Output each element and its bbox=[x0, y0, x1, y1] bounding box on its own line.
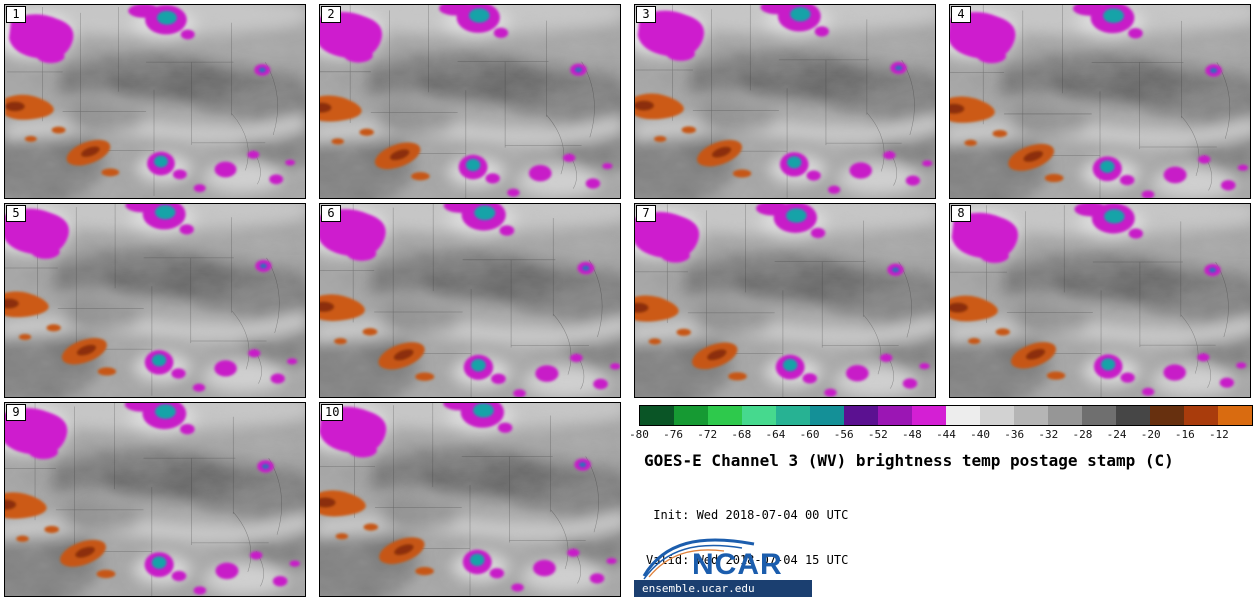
wv-satellite-map bbox=[319, 402, 621, 597]
colorbar-segment bbox=[1048, 406, 1082, 425]
panel-number-label: 8 bbox=[951, 205, 971, 222]
wv-satellite-map bbox=[949, 4, 1251, 199]
colorbar-segment bbox=[810, 406, 844, 425]
ensemble-member-panel-3: 3 bbox=[634, 4, 936, 199]
wv-satellite-map bbox=[949, 203, 1251, 398]
ncar-swoosh-icon bbox=[642, 538, 755, 577]
ensemble-member-panel-2: 2 bbox=[319, 4, 621, 199]
colorbar-segment bbox=[708, 406, 742, 425]
wv-satellite-map bbox=[319, 203, 621, 398]
ensemble-member-panel-10: 10 bbox=[319, 402, 621, 597]
colorbar-segment bbox=[980, 406, 1014, 425]
ensemble-member-panel-4: 4 bbox=[949, 4, 1251, 199]
panel-number-label: 7 bbox=[636, 205, 656, 222]
colorbar-tick-label: -32 bbox=[1038, 428, 1059, 441]
legend-info-area: -80 -76 -72 -68 -64 -60 -56 -52 -48 -44 -40 -36 -32-… bbox=[629, 402, 1260, 597]
ncar-swoosh-icon bbox=[643, 544, 743, 580]
colorbar-tick-label: -64 bbox=[765, 428, 786, 441]
ensemble-member-panel-9: 9 bbox=[4, 402, 306, 597]
colorbar-tick-label: -76 bbox=[663, 428, 684, 441]
colorbar-segment bbox=[1116, 406, 1150, 425]
colorbar-segment bbox=[1014, 406, 1048, 425]
colorbar-segment bbox=[844, 406, 878, 425]
ensemble-member-panel-6: 6 bbox=[319, 203, 621, 398]
colorbar-tick-label: -12 bbox=[1208, 428, 1229, 441]
panel-number-label: 2 bbox=[321, 6, 341, 23]
colorbar-tick-label: -36 bbox=[1004, 428, 1025, 441]
colorbar-tick-label: -24 bbox=[1106, 428, 1127, 441]
colorbar bbox=[639, 405, 1253, 426]
ensemble-member-panel-7: 7 bbox=[634, 203, 936, 398]
wv-satellite-map bbox=[4, 402, 306, 597]
wv-satellite-map bbox=[5, 5, 305, 198]
colorbar-segment bbox=[1184, 406, 1218, 425]
colorbar-tick-label: -52 bbox=[867, 428, 888, 441]
panel-number-label: 5 bbox=[6, 205, 26, 222]
colorbar-segment bbox=[1218, 406, 1252, 425]
colorbar-tick-label: -40 bbox=[970, 428, 991, 441]
colorbar-segment bbox=[742, 406, 776, 425]
ensemble-member-panel-1: 1 bbox=[4, 4, 306, 199]
product-title: GOES-E Channel 3 (WV) brightness temp po… bbox=[644, 451, 1174, 470]
colorbar-segment bbox=[1150, 406, 1184, 425]
colorbar-tick-label: -28 bbox=[1072, 428, 1093, 441]
wv-satellite-map bbox=[319, 4, 621, 199]
init-time: Init: Wed 2018-07-04 00 UTC bbox=[646, 508, 849, 522]
panel-number-label: 4 bbox=[951, 6, 971, 23]
colorbar-segment bbox=[776, 406, 810, 425]
colorbar-segment bbox=[640, 406, 674, 425]
site-banner: ensemble.ucar.edu bbox=[634, 580, 812, 597]
colorbar-tick-label: -80 bbox=[629, 428, 649, 441]
colorbar-tick-label: -44 bbox=[936, 428, 956, 441]
panel-number-label: 3 bbox=[636, 6, 656, 23]
ncar-wordmark: NCAR bbox=[692, 548, 783, 580]
colorbar-segment bbox=[946, 406, 980, 425]
ncar-logo: NCAR bbox=[642, 538, 783, 580]
panel-number-label: 6 bbox=[321, 205, 341, 222]
panel-number-label: 9 bbox=[6, 404, 26, 421]
colorbar-ticks: -80 -76 -72 -68 -64 -60 -56 -52 -48 -44 -40 -36 -32-… bbox=[629, 428, 1253, 441]
colorbar-tick-label: -20 bbox=[1140, 428, 1161, 441]
wv-satellite-map bbox=[634, 4, 936, 199]
ncar-swoosh-icon bbox=[648, 549, 725, 578]
colorbar-segment bbox=[878, 406, 912, 425]
ensemble-member-panel-8: 8 bbox=[949, 203, 1251, 398]
wv-satellite-map bbox=[634, 203, 936, 398]
colorbar-tick-label: -72 bbox=[697, 428, 718, 441]
colorbar-tick-label: -68 bbox=[731, 428, 752, 441]
run-times: Init: Wed 2018-07-04 00 UTC Valid: Wed 2… bbox=[646, 478, 848, 597]
panel-number-label: 1 bbox=[6, 6, 26, 23]
colorbar-tick-label: -48 bbox=[901, 428, 922, 441]
ensemble-member-panel-5: 5 bbox=[4, 203, 306, 398]
colorbar-tick-label: -60 bbox=[799, 428, 820, 441]
colorbar-segment bbox=[1082, 406, 1116, 425]
wv-satellite-map bbox=[4, 203, 306, 398]
colorbar-segment bbox=[912, 406, 946, 425]
colorbar-tick-label: -56 bbox=[833, 428, 854, 441]
panel-number-label: 10 bbox=[321, 404, 344, 421]
colorbar-segment bbox=[674, 406, 708, 425]
colorbar-tick-label: -16 bbox=[1174, 428, 1195, 441]
valid-time: Valid: Wed 2018-07-04 15 UTC bbox=[646, 553, 849, 567]
